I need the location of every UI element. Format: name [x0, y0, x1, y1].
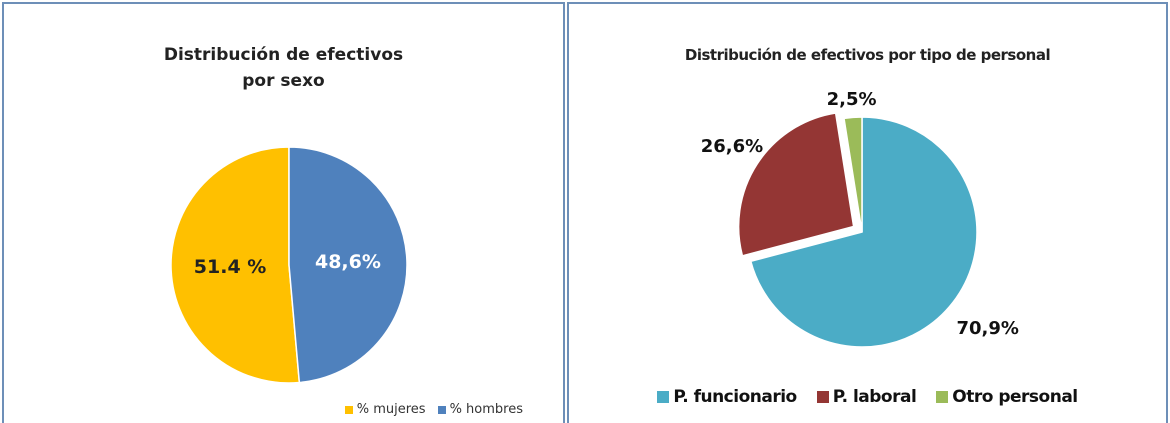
panel: Distribución de efectivos por sexo 51.4 …: [2, 2, 565, 423]
legend-swatch: [437, 405, 446, 414]
legend-label: Otro personal: [952, 387, 1078, 407]
legend-swatch: [936, 391, 949, 403]
legend-label: % hombres: [449, 402, 523, 417]
legend-label: P. funcionario: [673, 387, 797, 407]
legend-item: P. laboral: [816, 387, 917, 407]
legend: % mujeres % hombres: [339, 402, 529, 417]
pie-slice: [288, 146, 408, 384]
legend-swatch: [344, 405, 353, 414]
data-label: 26,6%: [701, 136, 763, 157]
legend-label: P. laboral: [832, 387, 917, 407]
data-label: 48,6%: [315, 251, 381, 273]
pie-slice: [737, 112, 855, 257]
legend-swatch: [657, 391, 670, 403]
legend-item: P. funcionario: [657, 387, 797, 407]
chart: 51.4 % 48,6%: [170, 146, 408, 384]
chart-title: Distribución de efectivos por sexo: [163, 45, 404, 91]
pie-slice: [749, 116, 978, 348]
chart-title: Distribución de efectivos por tipo de pe…: [684, 46, 1051, 64]
pie-slice: [843, 116, 863, 233]
legend-swatch: [816, 391, 829, 403]
legend-item: % mujeres: [344, 402, 426, 417]
panel: Distribución de efectivos por tipo de pe…: [567, 2, 1168, 423]
data-label: 70,9%: [956, 318, 1018, 339]
chart: 70,9% 26,6% 2,5%: [701, 89, 1019, 348]
legend-item: Otro personal: [936, 387, 1078, 407]
legend-item: % hombres: [437, 402, 523, 417]
data-label: 51.4 %: [194, 256, 267, 278]
legend-label: % mujeres: [356, 402, 426, 417]
data-label: 2,5%: [827, 89, 877, 110]
legend: P. funcionario P. laboral Otro personal: [569, 387, 1166, 407]
pie-slice: [170, 146, 301, 384]
